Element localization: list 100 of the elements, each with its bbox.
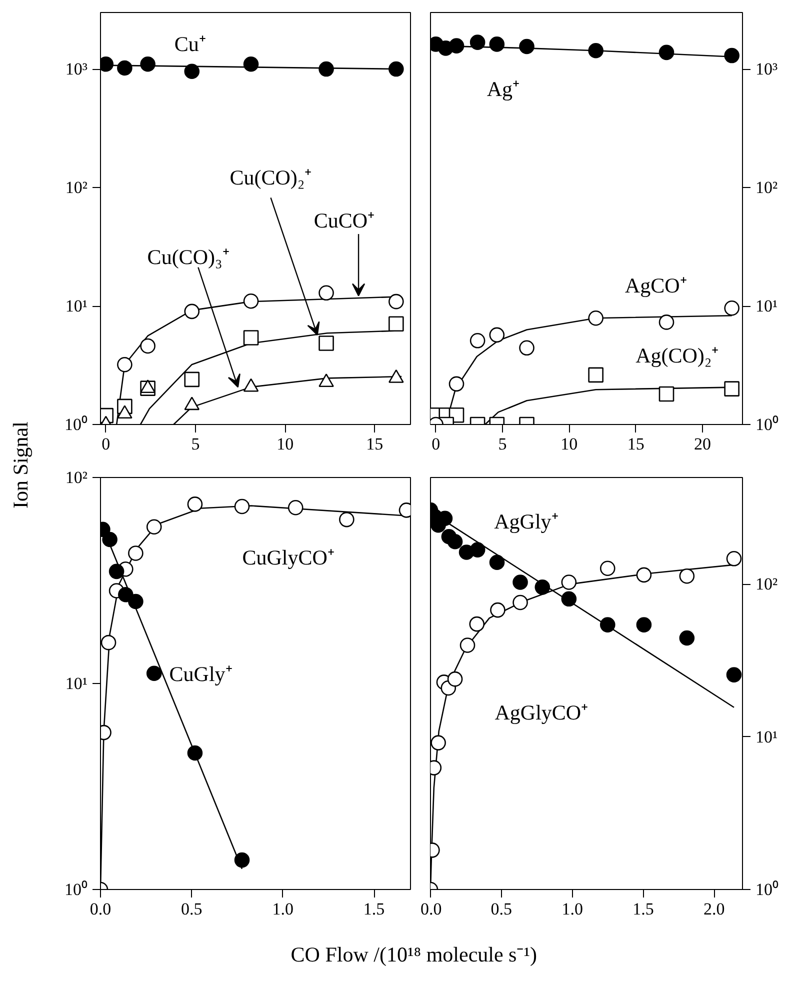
series-label: AgGlyCO⁺ bbox=[494, 700, 588, 725]
x-tick-label: 0 bbox=[432, 434, 440, 454]
point bbox=[184, 64, 200, 80]
point bbox=[469, 616, 485, 632]
point bbox=[470, 333, 486, 348]
x-tick-label: 15 bbox=[627, 434, 644, 454]
x-tick-label: 10 bbox=[276, 434, 294, 454]
point bbox=[679, 568, 695, 584]
point bbox=[512, 594, 528, 610]
y2-tick-label: 10⁰ bbox=[756, 880, 778, 899]
series-label: AgGly⁺ bbox=[494, 510, 558, 534]
point bbox=[447, 671, 463, 687]
point bbox=[588, 367, 604, 383]
point bbox=[658, 386, 674, 402]
point bbox=[117, 357, 132, 372]
point bbox=[388, 294, 404, 310]
point bbox=[447, 534, 463, 550]
point bbox=[561, 574, 577, 590]
x-tick-label: 1.5 bbox=[632, 900, 654, 918]
x-tick-label: 0.5 bbox=[490, 900, 512, 918]
point bbox=[636, 617, 652, 632]
point bbox=[600, 617, 616, 632]
point bbox=[561, 591, 577, 607]
point bbox=[724, 381, 740, 396]
point bbox=[512, 574, 528, 590]
point bbox=[388, 61, 404, 77]
y2-tick-label: 10¹ bbox=[756, 727, 778, 746]
x-tick-label: 20 bbox=[694, 434, 711, 454]
point bbox=[519, 38, 534, 54]
point bbox=[448, 38, 464, 54]
series-label: CuGly⁺ bbox=[169, 662, 232, 686]
point bbox=[187, 745, 203, 761]
y2-tick-label: 10³ bbox=[756, 60, 778, 79]
point bbox=[234, 498, 250, 514]
point bbox=[658, 44, 674, 60]
y2-tick-label: 10¹ bbox=[756, 296, 778, 316]
point bbox=[460, 638, 476, 653]
point bbox=[588, 310, 604, 326]
point bbox=[318, 61, 334, 77]
point bbox=[234, 852, 250, 868]
point bbox=[600, 560, 616, 576]
point bbox=[388, 316, 404, 332]
x-tick-label: 15 bbox=[366, 434, 384, 454]
text: Cu(CO)₃⁺ bbox=[147, 245, 230, 270]
point bbox=[679, 630, 695, 646]
series-label: AgCO⁺ bbox=[624, 273, 687, 298]
point bbox=[534, 580, 550, 595]
series-label: Ag(CO)₂⁺ bbox=[636, 344, 719, 368]
point bbox=[490, 602, 506, 618]
point bbox=[724, 300, 740, 316]
point bbox=[658, 314, 674, 330]
point bbox=[243, 56, 259, 72]
x-axis-title: CO Flow /(10¹⁸ molecule s⁻¹) bbox=[290, 942, 538, 966]
x-tick-label: 0.5 bbox=[181, 900, 202, 918]
text: CuCO⁺ bbox=[314, 208, 375, 233]
y-tick-label: 10⁰ bbox=[64, 415, 88, 434]
point bbox=[489, 554, 505, 570]
point bbox=[636, 567, 652, 583]
series-label: CuGlyCO⁺ bbox=[242, 545, 334, 570]
point bbox=[489, 36, 505, 52]
x-tick-label: 0.0 bbox=[90, 900, 112, 918]
point bbox=[100, 634, 116, 650]
series-label: Cu⁺ bbox=[174, 32, 206, 56]
point bbox=[288, 500, 304, 516]
point bbox=[489, 327, 505, 343]
point bbox=[128, 546, 144, 561]
point bbox=[724, 48, 740, 64]
point bbox=[430, 735, 446, 750]
point bbox=[470, 34, 486, 50]
y-tick-label: 10² bbox=[65, 178, 88, 198]
y-tick-label: 10¹ bbox=[65, 674, 88, 693]
point bbox=[339, 512, 354, 528]
point bbox=[184, 304, 200, 320]
x-tick-label: 2.0 bbox=[704, 900, 725, 918]
text: Cu(CO)₂⁺ bbox=[230, 165, 312, 190]
y-axis-title: Ion Signal bbox=[8, 421, 32, 508]
point bbox=[118, 587, 134, 602]
x-tick-label: 0 bbox=[102, 434, 110, 454]
x-tick-label: 10 bbox=[560, 434, 578, 454]
x-tick-label: 5 bbox=[498, 434, 507, 454]
point bbox=[128, 594, 144, 610]
point bbox=[184, 372, 200, 388]
x-tick-label: 1.5 bbox=[363, 900, 385, 918]
y-tick-label: 10² bbox=[65, 468, 88, 487]
point bbox=[243, 293, 259, 309]
series-label: Ag⁺ bbox=[486, 77, 520, 102]
x-tick-label: 1.0 bbox=[272, 900, 294, 918]
y-tick-label: 10³ bbox=[65, 60, 88, 79]
point bbox=[102, 532, 118, 548]
point bbox=[140, 338, 156, 354]
point bbox=[726, 551, 742, 566]
point bbox=[243, 330, 259, 346]
point bbox=[146, 519, 162, 534]
point bbox=[140, 56, 156, 72]
point bbox=[588, 42, 604, 58]
point bbox=[318, 336, 334, 351]
y2-tick-label: 10² bbox=[756, 574, 778, 594]
y2-tick-label: 10² bbox=[756, 178, 778, 198]
point bbox=[108, 564, 124, 580]
y-tick-label: 10¹ bbox=[65, 296, 88, 316]
